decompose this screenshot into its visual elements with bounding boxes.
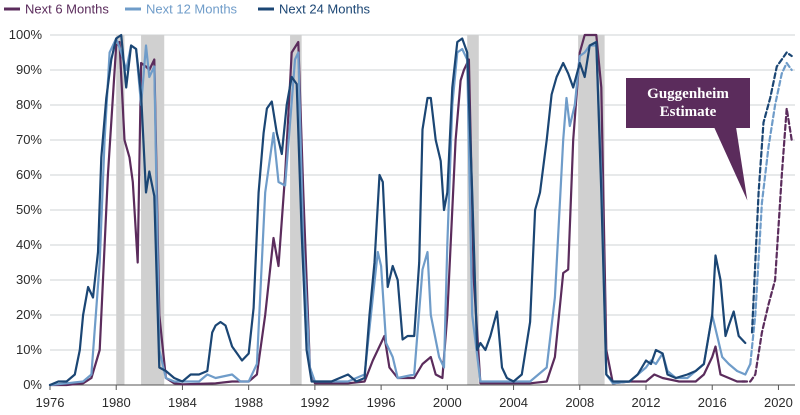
x-tick-label-2004: 2004 [499, 395, 528, 410]
series-line-next-24-months [48, 33, 747, 387]
y-tick-label-40: 40% [16, 237, 42, 252]
recession-band-4 [578, 35, 605, 385]
x-tick-label-1992: 1992 [300, 395, 329, 410]
y-tick-label-0: 0% [23, 377, 42, 392]
recession-band-2 [290, 35, 302, 385]
x-tick-label-2020: 2020 [764, 395, 793, 410]
series-line-next-24-months-guggenheim-estimate [750, 51, 793, 334]
y-tick-label-70: 70% [16, 132, 42, 147]
x-tick-label-2008: 2008 [565, 395, 594, 410]
y-tick-label-30: 30% [16, 272, 42, 287]
x-tick-label-1976: 1976 [36, 395, 65, 410]
legend: Next 6 Months Next 12 Months Next 24 Month… [4, 2, 371, 17]
series-lines [48, 33, 793, 387]
y-tick-label-80: 80% [16, 97, 42, 112]
series-line-next-12-months [48, 37, 752, 387]
estimate-callout: Guggenheim Estimate [626, 78, 750, 201]
recession-band-0 [116, 35, 125, 385]
legend-label-0: Next 6 Months [25, 2, 109, 17]
x-tick-label-2000: 2000 [433, 395, 462, 410]
x-tick-label-1996: 1996 [367, 395, 396, 410]
x-tick-label-2012: 2012 [632, 395, 661, 410]
y-tick-label-90: 90% [16, 62, 42, 77]
callout-text-line-1: Estimate [660, 104, 717, 120]
gridlines [50, 34, 795, 386]
legend-label-1: Next 12 Months [146, 2, 238, 17]
x-tick-label-1984: 1984 [168, 395, 197, 410]
series-line-next-12-months-guggenheim-estimate [749, 61, 793, 366]
x-tick-label-1980: 1980 [102, 395, 131, 410]
series-line-next-6-months-guggenheim-estimate [740, 107, 793, 383]
y-tick-label-100: 100% [9, 27, 43, 42]
y-tick-label-60: 60% [16, 167, 42, 182]
callout-text-line-0: Guggenheim [647, 86, 729, 102]
callout-pointer [714, 127, 748, 201]
legend-label-2: Next 24 Months [279, 2, 371, 17]
x-tick-label-1988: 1988 [234, 395, 263, 410]
y-tick-label-20: 20% [16, 307, 42, 322]
callout-box [626, 78, 750, 128]
y-tick-label-10: 10% [16, 342, 42, 357]
axes: 0% 10% 20% 30% 40% 50% 60% 70% 80% 90% 100% 1976 198… [9, 27, 795, 410]
x-tick-label-2016: 2016 [698, 395, 727, 410]
y-tick-label-50: 50% [16, 202, 42, 217]
